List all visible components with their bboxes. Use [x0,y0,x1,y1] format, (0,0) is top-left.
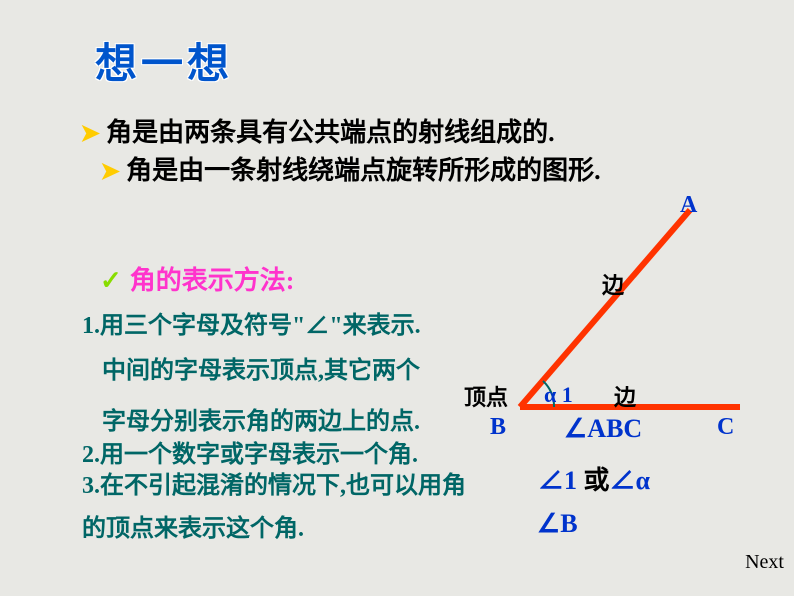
check-icon: ✓ [100,266,122,296]
bullet-arrow-icon: ➤ [80,119,100,148]
definition-1: ➤角是由两条具有公共端点的射线组成的. [80,112,555,149]
definition-1-text: 角是由两条具有公共端点的射线组成的. [106,118,555,147]
definition-2: ➤角是由一条射线绕端点旋转所形成的图形. [100,150,601,187]
method-3: 3.在不引起混淆的情况下,也可以用角 [82,465,466,500]
method-title-text: 角的表示方法: [130,266,295,295]
label-side-2: 边 [614,380,636,412]
ray-ba [520,210,690,407]
or-text: 或 [584,466,610,495]
method-1: 1.用三个字母及符号"∠"来表示. [82,305,421,340]
label-point-b: B [490,414,506,441]
page-title: 想一想 [95,30,233,91]
method-3-sub: 的顶点来表示这个角. [82,508,304,543]
angle-alpha-text: ∠α [610,466,651,495]
angle-notation-1-alpha: ∠1 或∠α [538,460,650,497]
bullet-arrow-icon: ➤ [100,157,120,186]
method-title: ✓ 角的表示方法: [100,260,294,297]
angle-1-text: ∠1 [538,466,577,495]
next-button[interactable]: Next [745,551,784,574]
label-alpha-1: α 1 [544,382,573,408]
label-point-a: A [680,192,697,219]
angle-notation-abc: ∠ABC [564,414,642,444]
label-vertex: 顶点 [464,380,508,412]
method-1-sub2: 字母分别表示角的两边上的点. [102,401,420,436]
angle-notation-b: ∠B [537,509,578,539]
definition-2-text: 角是由一条射线绕端点旋转所形成的图形. [126,156,601,185]
method-1-sub1: 中间的字母表示顶点,其它两个 [102,350,420,385]
method-2: 2.用一个数字或字母表示一个角. [82,434,418,469]
label-point-c: C [717,414,734,441]
label-side-1: 边 [602,268,624,300]
